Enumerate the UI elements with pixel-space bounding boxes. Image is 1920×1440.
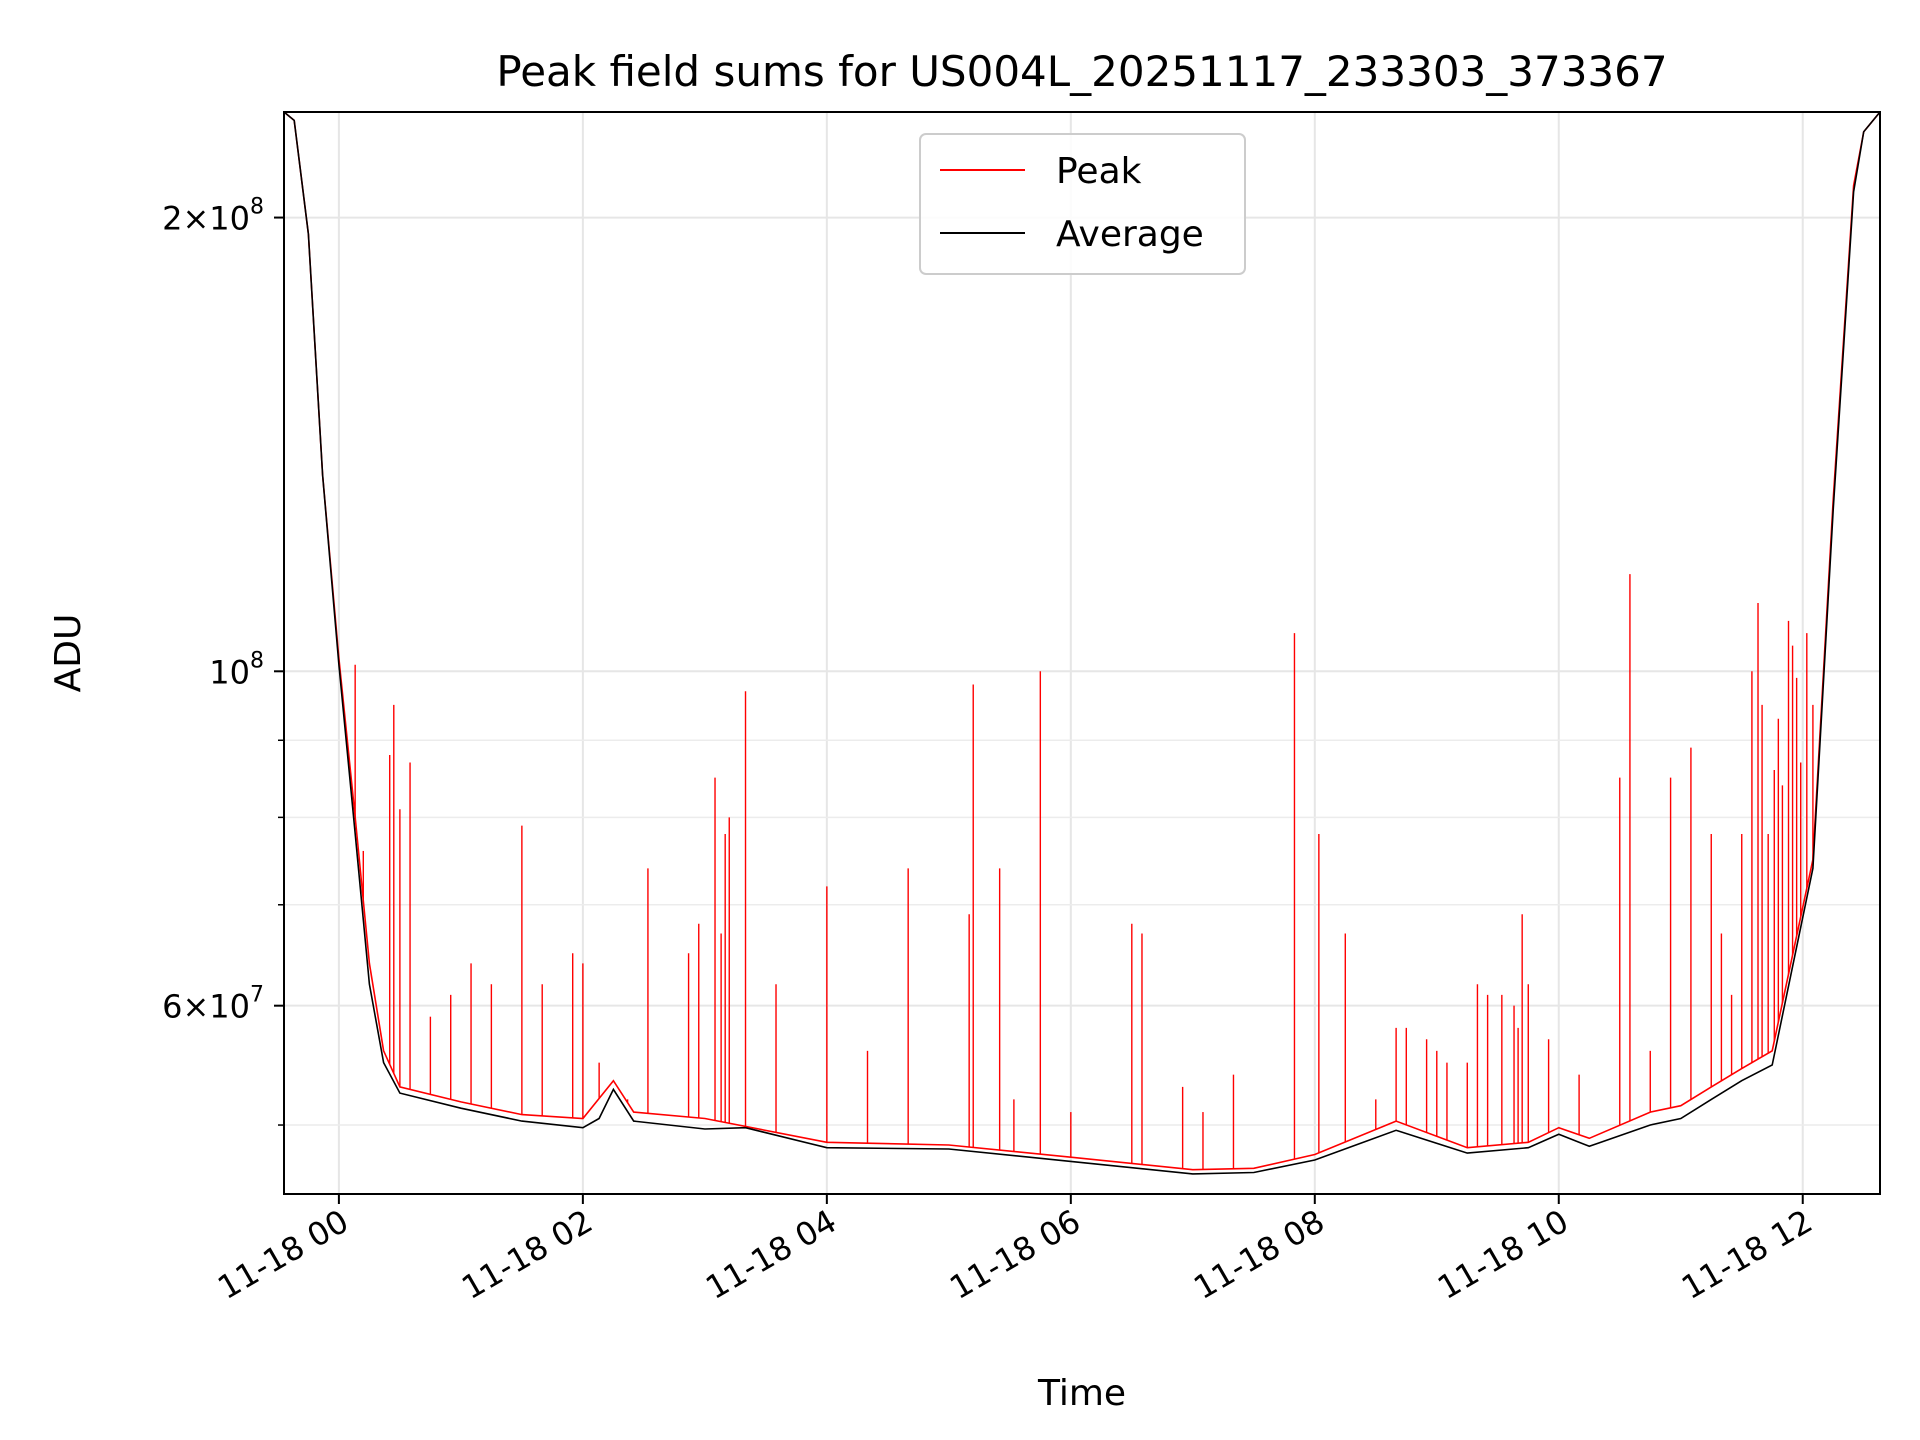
average-series-line	[283, 111, 1881, 1175]
x-tick-label: 11-18 00	[211, 1202, 355, 1307]
legend-peak-label: Peak	[1056, 151, 1142, 192]
chart-title: Peak field sums for US004L_20251117_2333…	[496, 47, 1667, 96]
x-tick-label: 11-18 10	[1431, 1202, 1575, 1307]
x-tick-label: 11-18 12	[1675, 1202, 1819, 1307]
y-tick-label: 108	[209, 648, 264, 691]
x-axis: 11-18 00 11-18 02 11-18 04 11-18 06 11-18 08…	[211, 1194, 1819, 1307]
x-axis-label: Time	[1037, 1373, 1126, 1414]
plot-series	[283, 111, 1881, 1175]
legend-average-label: Average	[1056, 214, 1204, 255]
y-tick-label: 2×108	[162, 195, 264, 238]
grid-lines	[284, 112, 1880, 1194]
y-tick-label: 6×107	[162, 983, 264, 1026]
x-tick-label: 11-18 06	[943, 1202, 1087, 1307]
y-axis-label: ADU	[48, 614, 89, 693]
x-tick-label: 11-18 04	[699, 1202, 843, 1307]
y-axis: 6×107 108 2×108	[162, 195, 284, 1126]
x-tick-label: 11-18 02	[455, 1202, 599, 1307]
x-tick-label: 11-18 08	[1187, 1202, 1331, 1307]
legend[interactable]: Peak Average	[919, 133, 1246, 275]
plot-frame	[283, 111, 1881, 1195]
